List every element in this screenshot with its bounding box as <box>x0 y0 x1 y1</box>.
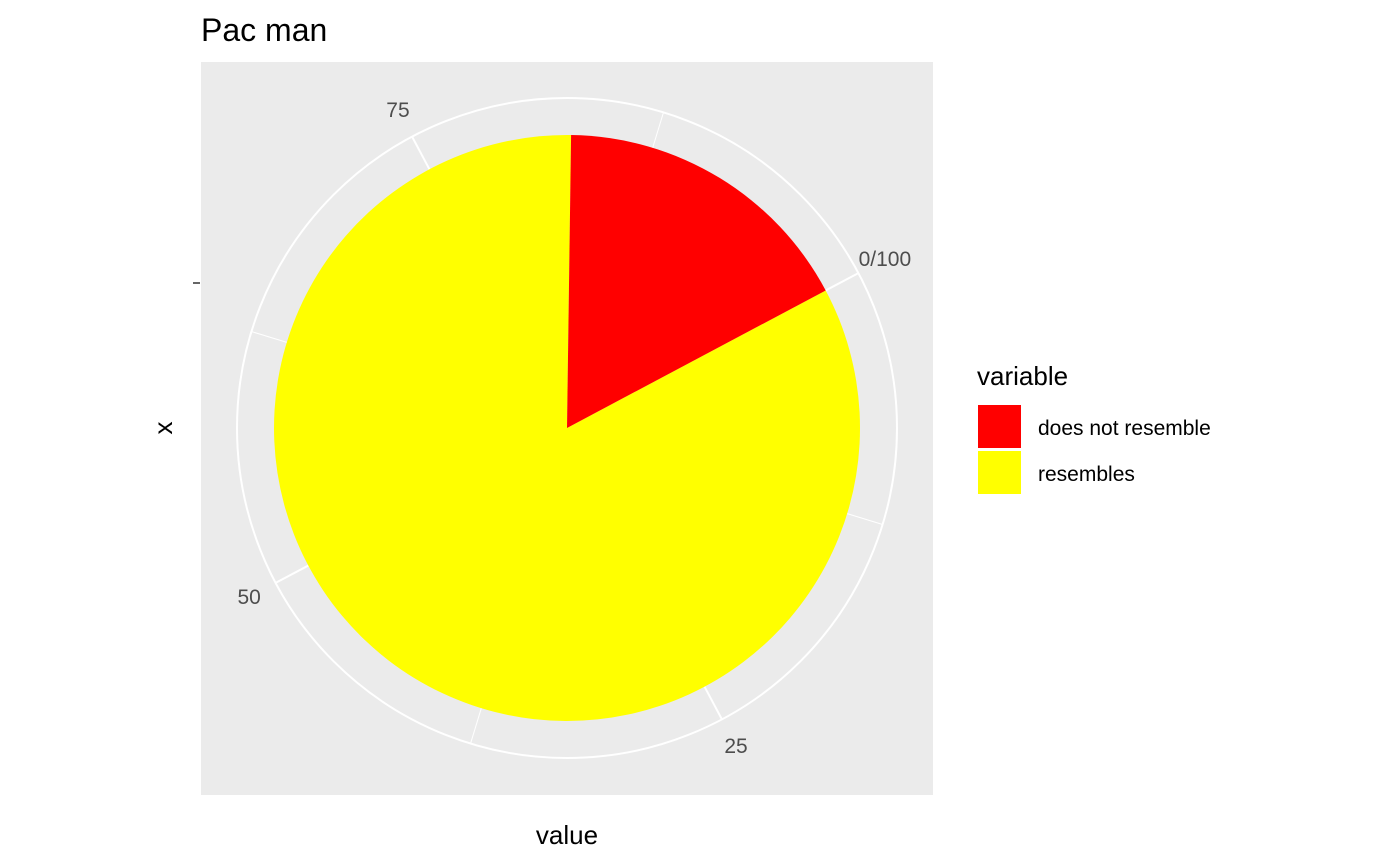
legend-key <box>978 451 1021 494</box>
legend-label: resembles <box>1038 463 1135 486</box>
legend-key <box>978 405 1021 448</box>
theta-tick-label: 50 <box>237 586 260 609</box>
theta-tick-label: 0/100 <box>859 248 912 271</box>
legend-title: variable <box>977 361 1068 391</box>
grid-circle <box>236 97 898 759</box>
polar-grid <box>236 97 898 759</box>
legend-label: does not resemble <box>1038 417 1211 440</box>
chart-title: Pac man <box>201 12 327 48</box>
theta-tick-label: 25 <box>724 735 747 758</box>
grid-spoke <box>703 686 723 720</box>
grid-spoke <box>470 708 482 744</box>
legend: variable does not resemble resembles <box>977 361 1211 494</box>
pie-slices <box>273 135 861 722</box>
grid-spoke <box>411 136 431 170</box>
x-axis-title: value <box>536 820 598 850</box>
legend-items: does not resemble resembles <box>978 405 1211 494</box>
grid-spoke <box>652 112 664 148</box>
grid-spoke <box>825 272 859 292</box>
pie-slice-does-not-resemble <box>567 135 826 428</box>
theta-tick-labels: 0/100 25 50 75 <box>237 99 911 758</box>
grid-spoke <box>251 331 287 343</box>
theta-tick-label: 75 <box>386 99 409 122</box>
grid-spoke <box>275 564 309 584</box>
grid-spoke <box>847 513 883 525</box>
y-axis-title: x <box>148 422 178 435</box>
